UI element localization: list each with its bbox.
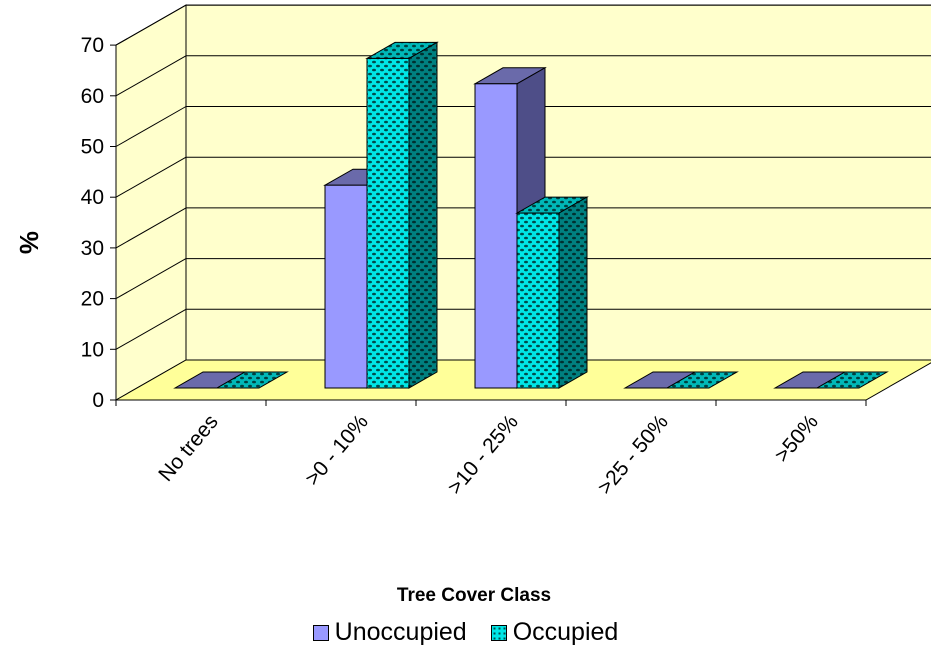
- x-tick-label: >10 - 25%: [443, 410, 523, 499]
- bar-top: [815, 371, 889, 389]
- bar-occupied: [515, 196, 589, 389]
- legend-item-occupied: Occupied: [490, 618, 619, 647]
- bar-top: [215, 371, 289, 389]
- y-tick-label: 10: [81, 338, 104, 361]
- bar-occupied: [215, 371, 289, 389]
- gridline-side: [115, 156, 187, 198]
- x-axis-title: Tree Cover Class: [397, 585, 551, 606]
- legend-label-unoccupied: Unoccupied: [334, 618, 467, 646]
- x-tick-label: >25 - 50%: [593, 410, 673, 499]
- y-tick-label: 70: [81, 34, 104, 57]
- x-tick-label: No trees: [154, 410, 223, 486]
- bar-side: [558, 196, 588, 389]
- y-axis-title: %: [14, 231, 44, 254]
- y-tick-label: 0: [92, 389, 104, 412]
- y-tick-label: 40: [81, 186, 104, 209]
- y-tick-label: 50: [81, 136, 104, 159]
- gridline-side: [115, 4, 187, 46]
- chart-legend: Unoccupied Occupied: [0, 618, 931, 647]
- y-tick-label: 20: [81, 288, 104, 311]
- gridline-side: [115, 106, 187, 147]
- legend-label-occupied: Occupied: [512, 618, 619, 646]
- bar-occupied: [365, 41, 439, 389]
- x-tick-label: >50%: [770, 410, 823, 466]
- bar-front: [324, 184, 368, 389]
- gridline-side: [115, 207, 187, 249]
- bar-front: [474, 83, 518, 389]
- bar-front: [366, 57, 410, 389]
- y-tick-label: 60: [81, 85, 104, 108]
- bar-front: [516, 212, 560, 389]
- bar-top: [665, 371, 739, 389]
- gridline-side: [115, 55, 187, 97]
- legend-item-unoccupied: Unoccupied: [312, 618, 467, 647]
- x-tick-label: >0 - 10%: [301, 410, 373, 490]
- legend-swatch-unoccupied: [312, 624, 329, 641]
- bar-occupied: [815, 371, 889, 389]
- bar-side: [408, 41, 438, 389]
- gridline-side: [115, 258, 187, 300]
- legend-swatch-occupied: [490, 624, 507, 641]
- y-tick-label: 30: [81, 237, 104, 260]
- side-wall: [115, 4, 187, 401]
- bar-occupied: [665, 371, 739, 389]
- gridline-side: [115, 308, 187, 350]
